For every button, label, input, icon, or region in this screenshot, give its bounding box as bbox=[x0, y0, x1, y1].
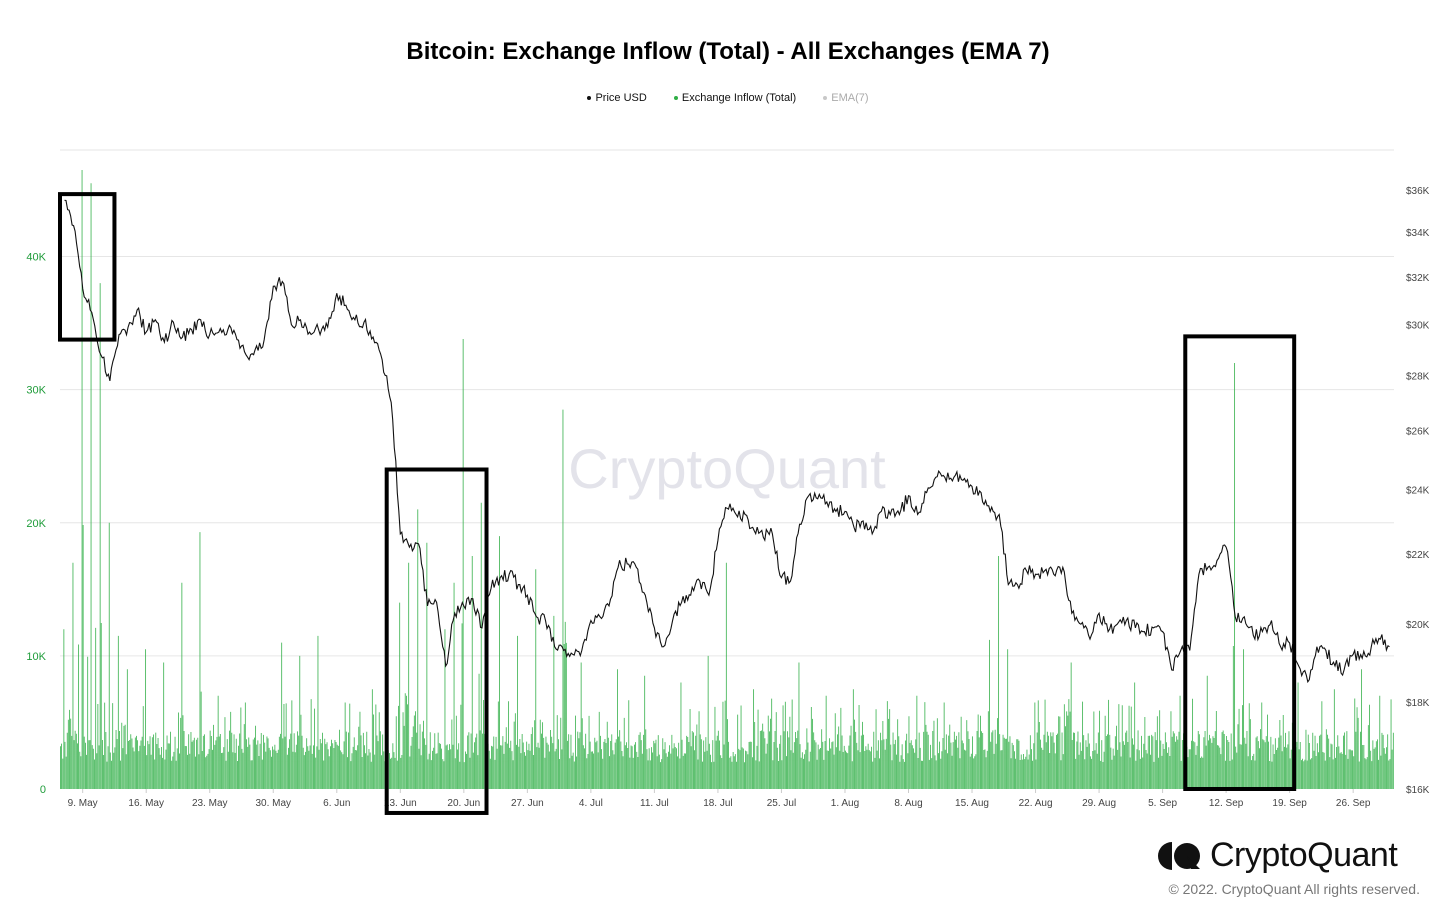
x-tick-label: 22. Aug bbox=[1019, 798, 1053, 809]
legend-label: Exchange Inflow (Total) bbox=[681, 92, 797, 104]
y-right-tick-label: $36K bbox=[1406, 186, 1430, 197]
y-right-tick-label: $22K bbox=[1406, 550, 1430, 561]
y-right-tick-label: $26K bbox=[1406, 426, 1430, 437]
y-right-tick-label: $32K bbox=[1406, 273, 1430, 284]
x-tick-label: 25. Jul bbox=[767, 798, 796, 809]
y-left-tick-label: 0 bbox=[40, 784, 46, 796]
x-tick-label: 29. Aug bbox=[1082, 798, 1116, 809]
x-tick-label: 27. Jun bbox=[511, 798, 544, 809]
x-tick-label: 15. Aug bbox=[955, 798, 989, 809]
y-right-tick-label: $18K bbox=[1406, 698, 1430, 709]
x-tick-label: 20. Jun bbox=[447, 798, 480, 809]
y-right-tick-label: $30K bbox=[1406, 321, 1430, 332]
x-tick-label: 16. May bbox=[128, 798, 164, 809]
x-tick-label: 5. Sep bbox=[1148, 798, 1177, 809]
legend-item-inflow[interactable]: Exchange Inflow (Total) bbox=[673, 92, 797, 104]
y-left-tick-label: 40K bbox=[26, 252, 46, 264]
x-tick-label: 9. May bbox=[68, 798, 98, 809]
legend-dot-icon bbox=[587, 96, 592, 101]
x-tick-label: 4. Jul bbox=[579, 798, 603, 809]
legend-label: EMA(7) bbox=[831, 92, 869, 104]
y-left-tick-label: 30K bbox=[26, 385, 46, 397]
x-tick-label: 23. May bbox=[192, 798, 228, 809]
cryptoquant-logo-icon bbox=[1158, 842, 1200, 870]
x-tick-label: 6. Jun bbox=[323, 798, 350, 809]
chart-title: Bitcoin: Exchange Inflow (Total) - All E… bbox=[406, 38, 1050, 65]
highlight-box bbox=[58, 192, 117, 342]
highlight-box bbox=[1183, 334, 1297, 791]
x-tick-label: 30. May bbox=[255, 798, 291, 809]
brand-name: CryptoQuant bbox=[1210, 836, 1398, 874]
legend-label: Price USD bbox=[595, 92, 647, 104]
y-right-tick-label: $34K bbox=[1406, 228, 1430, 239]
price-line bbox=[64, 199, 1390, 684]
y-right-tick-label: $16K bbox=[1406, 785, 1430, 796]
x-tick-label: 19. Sep bbox=[1272, 798, 1307, 809]
x-tick-label: 18. Jul bbox=[703, 798, 732, 809]
y-right-tick-label: $28K bbox=[1406, 372, 1430, 383]
legend-dot-icon bbox=[823, 96, 828, 101]
x-tick-label: 26. Sep bbox=[1336, 798, 1371, 809]
y-left-tick-label: 20K bbox=[26, 518, 46, 530]
legend-item-ema[interactable]: EMA(7) bbox=[823, 92, 869, 104]
x-tick-label: 13. Jun bbox=[384, 798, 417, 809]
x-tick-label: 12. Sep bbox=[1209, 798, 1244, 809]
x-tick-label: 11. Jul bbox=[640, 798, 669, 809]
x-tick-label: 1. Aug bbox=[831, 798, 859, 809]
legend-item-price[interactable]: Price USD bbox=[587, 92, 647, 104]
brand-logo: CryptoQuant bbox=[1156, 834, 1426, 880]
legend-dot-icon bbox=[673, 96, 678, 101]
y-right-tick-label: $20K bbox=[1406, 620, 1430, 631]
y-left-tick-label: 10K bbox=[26, 651, 46, 663]
chart-legend: Price USD Exchange Inflow (Total) EMA(7) bbox=[0, 92, 1456, 104]
watermark-text: CryptoQuant bbox=[568, 437, 886, 500]
copyright-text: © 2022. CryptoQuant All rights reserved. bbox=[1168, 881, 1420, 897]
x-tick-label: 8. Aug bbox=[894, 798, 922, 809]
y-right-tick-label: $24K bbox=[1406, 486, 1430, 497]
highlight-box bbox=[384, 467, 489, 815]
